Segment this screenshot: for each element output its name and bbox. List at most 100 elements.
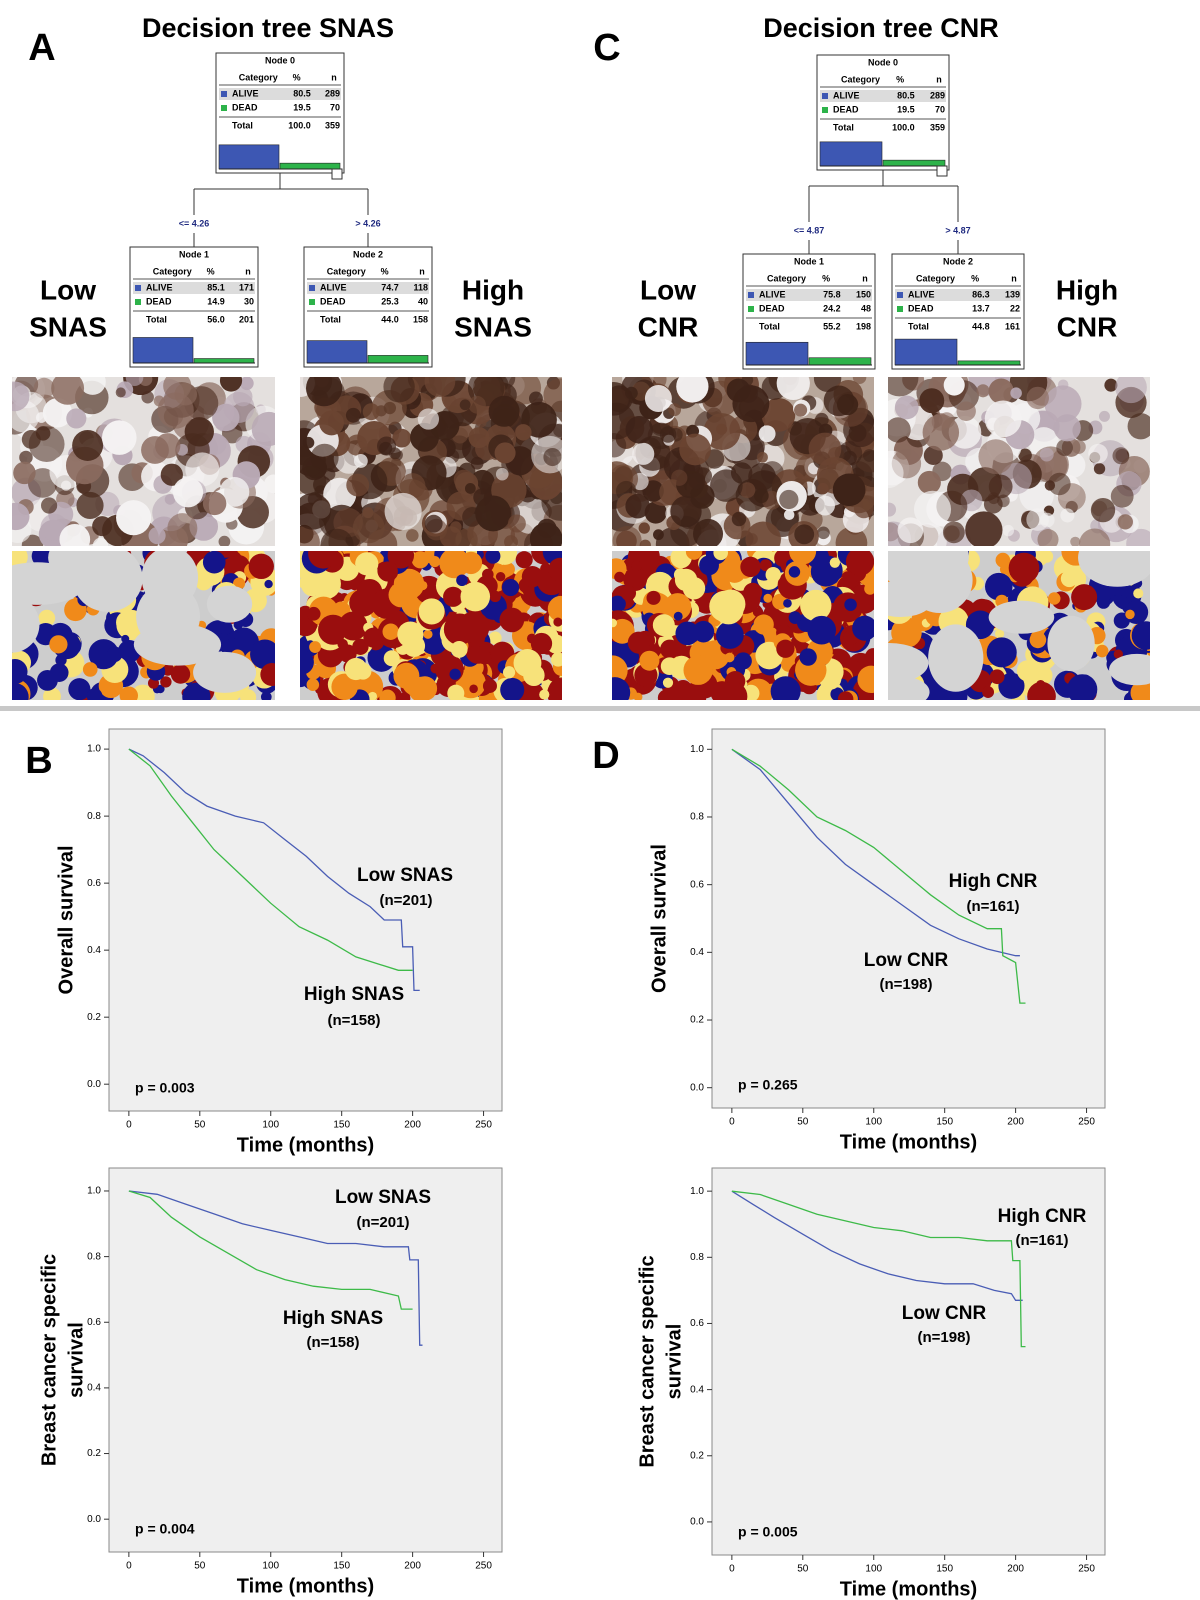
row-key — [309, 299, 315, 305]
segment — [240, 689, 257, 700]
node-bar — [957, 360, 1021, 366]
row-percent: 100.0 — [288, 120, 311, 130]
y-tick-label: 0.4 — [690, 947, 704, 958]
cell — [1002, 524, 1015, 537]
cell — [417, 408, 440, 430]
y-tick-label: 0.0 — [690, 1517, 704, 1528]
segment — [485, 551, 501, 564]
x-axis-title: Time (months) — [840, 1578, 977, 1600]
node-title: Node 0 — [868, 57, 898, 67]
node-bar — [819, 141, 883, 167]
row-key — [748, 292, 754, 298]
cell — [92, 537, 109, 546]
row-label: DEAD — [833, 104, 859, 114]
y-axis-title: Breast cancer specific — [636, 1255, 658, 1467]
cell — [1037, 529, 1059, 546]
background-tissue — [193, 651, 257, 693]
segment — [763, 593, 773, 603]
segment — [982, 686, 995, 699]
cell — [406, 529, 419, 542]
y-tick-label: 0.8 — [87, 811, 101, 822]
cell — [399, 473, 426, 499]
cell — [984, 400, 1022, 438]
node-header: n — [419, 266, 425, 276]
node-title: Node 0 — [265, 55, 295, 65]
cell — [776, 377, 810, 401]
x-tick-label: 250 — [1078, 1117, 1095, 1128]
segment — [308, 551, 339, 569]
segment — [450, 640, 468, 658]
node-bar — [894, 338, 958, 366]
cell — [219, 377, 243, 392]
cell — [1060, 508, 1075, 523]
cell — [612, 433, 627, 458]
segment — [743, 582, 763, 602]
row-count: 30 — [244, 296, 254, 306]
y-tick-label: 0.2 — [87, 1448, 101, 1459]
row-percent: 25.3 — [381, 296, 399, 306]
row-shade — [820, 90, 946, 102]
row-percent: 13.7 — [972, 303, 990, 313]
cell — [758, 425, 776, 443]
cell — [219, 476, 250, 507]
segment — [12, 659, 28, 684]
segment — [1125, 609, 1135, 620]
segment — [716, 589, 746, 619]
cell — [320, 528, 354, 546]
cell — [942, 521, 965, 544]
row-count: 40 — [418, 296, 428, 306]
segment — [788, 566, 801, 578]
segment — [300, 649, 314, 675]
segment — [377, 561, 398, 582]
segment — [1016, 660, 1039, 682]
segment — [338, 611, 368, 641]
x-tick-label: 0 — [126, 1561, 132, 1572]
cell — [470, 456, 484, 470]
segment — [799, 648, 817, 666]
y-tick-label: 0.2 — [87, 1012, 101, 1023]
segment — [765, 567, 781, 583]
cell — [459, 399, 471, 411]
cell — [379, 441, 393, 455]
segment — [670, 551, 692, 569]
x-tick-label: 100 — [262, 1561, 279, 1572]
cell — [468, 395, 486, 414]
node-bar — [367, 355, 429, 364]
y-tick-label: 0.8 — [690, 812, 704, 823]
cell — [978, 439, 1014, 475]
cell — [897, 517, 924, 544]
row-key — [221, 91, 227, 97]
segment — [88, 639, 119, 670]
row-label: DEAD — [320, 296, 346, 306]
y-tick-label: 1.0 — [87, 1186, 101, 1197]
cell — [1079, 528, 1111, 546]
node-header: n — [1011, 273, 1017, 283]
group-label: Low — [40, 274, 96, 305]
segment — [306, 678, 320, 691]
node-header: Category — [767, 273, 806, 283]
cell — [251, 411, 275, 447]
cell — [965, 511, 1003, 546]
row-key — [897, 292, 903, 298]
collapse-box — [331, 168, 343, 180]
cell — [1126, 528, 1150, 546]
segment — [349, 589, 377, 617]
segment — [891, 617, 922, 648]
cell — [13, 461, 36, 485]
segment — [547, 595, 562, 622]
row-percent: 74.7 — [381, 282, 399, 292]
cell — [976, 384, 990, 398]
segment — [857, 665, 874, 694]
row-label: ALIVE — [146, 282, 173, 292]
cell — [625, 415, 654, 444]
segment — [460, 581, 491, 612]
node-header: % — [822, 273, 830, 283]
cell — [917, 470, 941, 495]
segmentation — [12, 551, 275, 700]
cell — [21, 429, 41, 449]
x-tick-label: 0 — [729, 1117, 735, 1128]
plot-area — [711, 728, 1106, 1109]
segment — [429, 555, 441, 568]
node-title: Node 2 — [943, 256, 973, 266]
segment — [499, 607, 525, 633]
